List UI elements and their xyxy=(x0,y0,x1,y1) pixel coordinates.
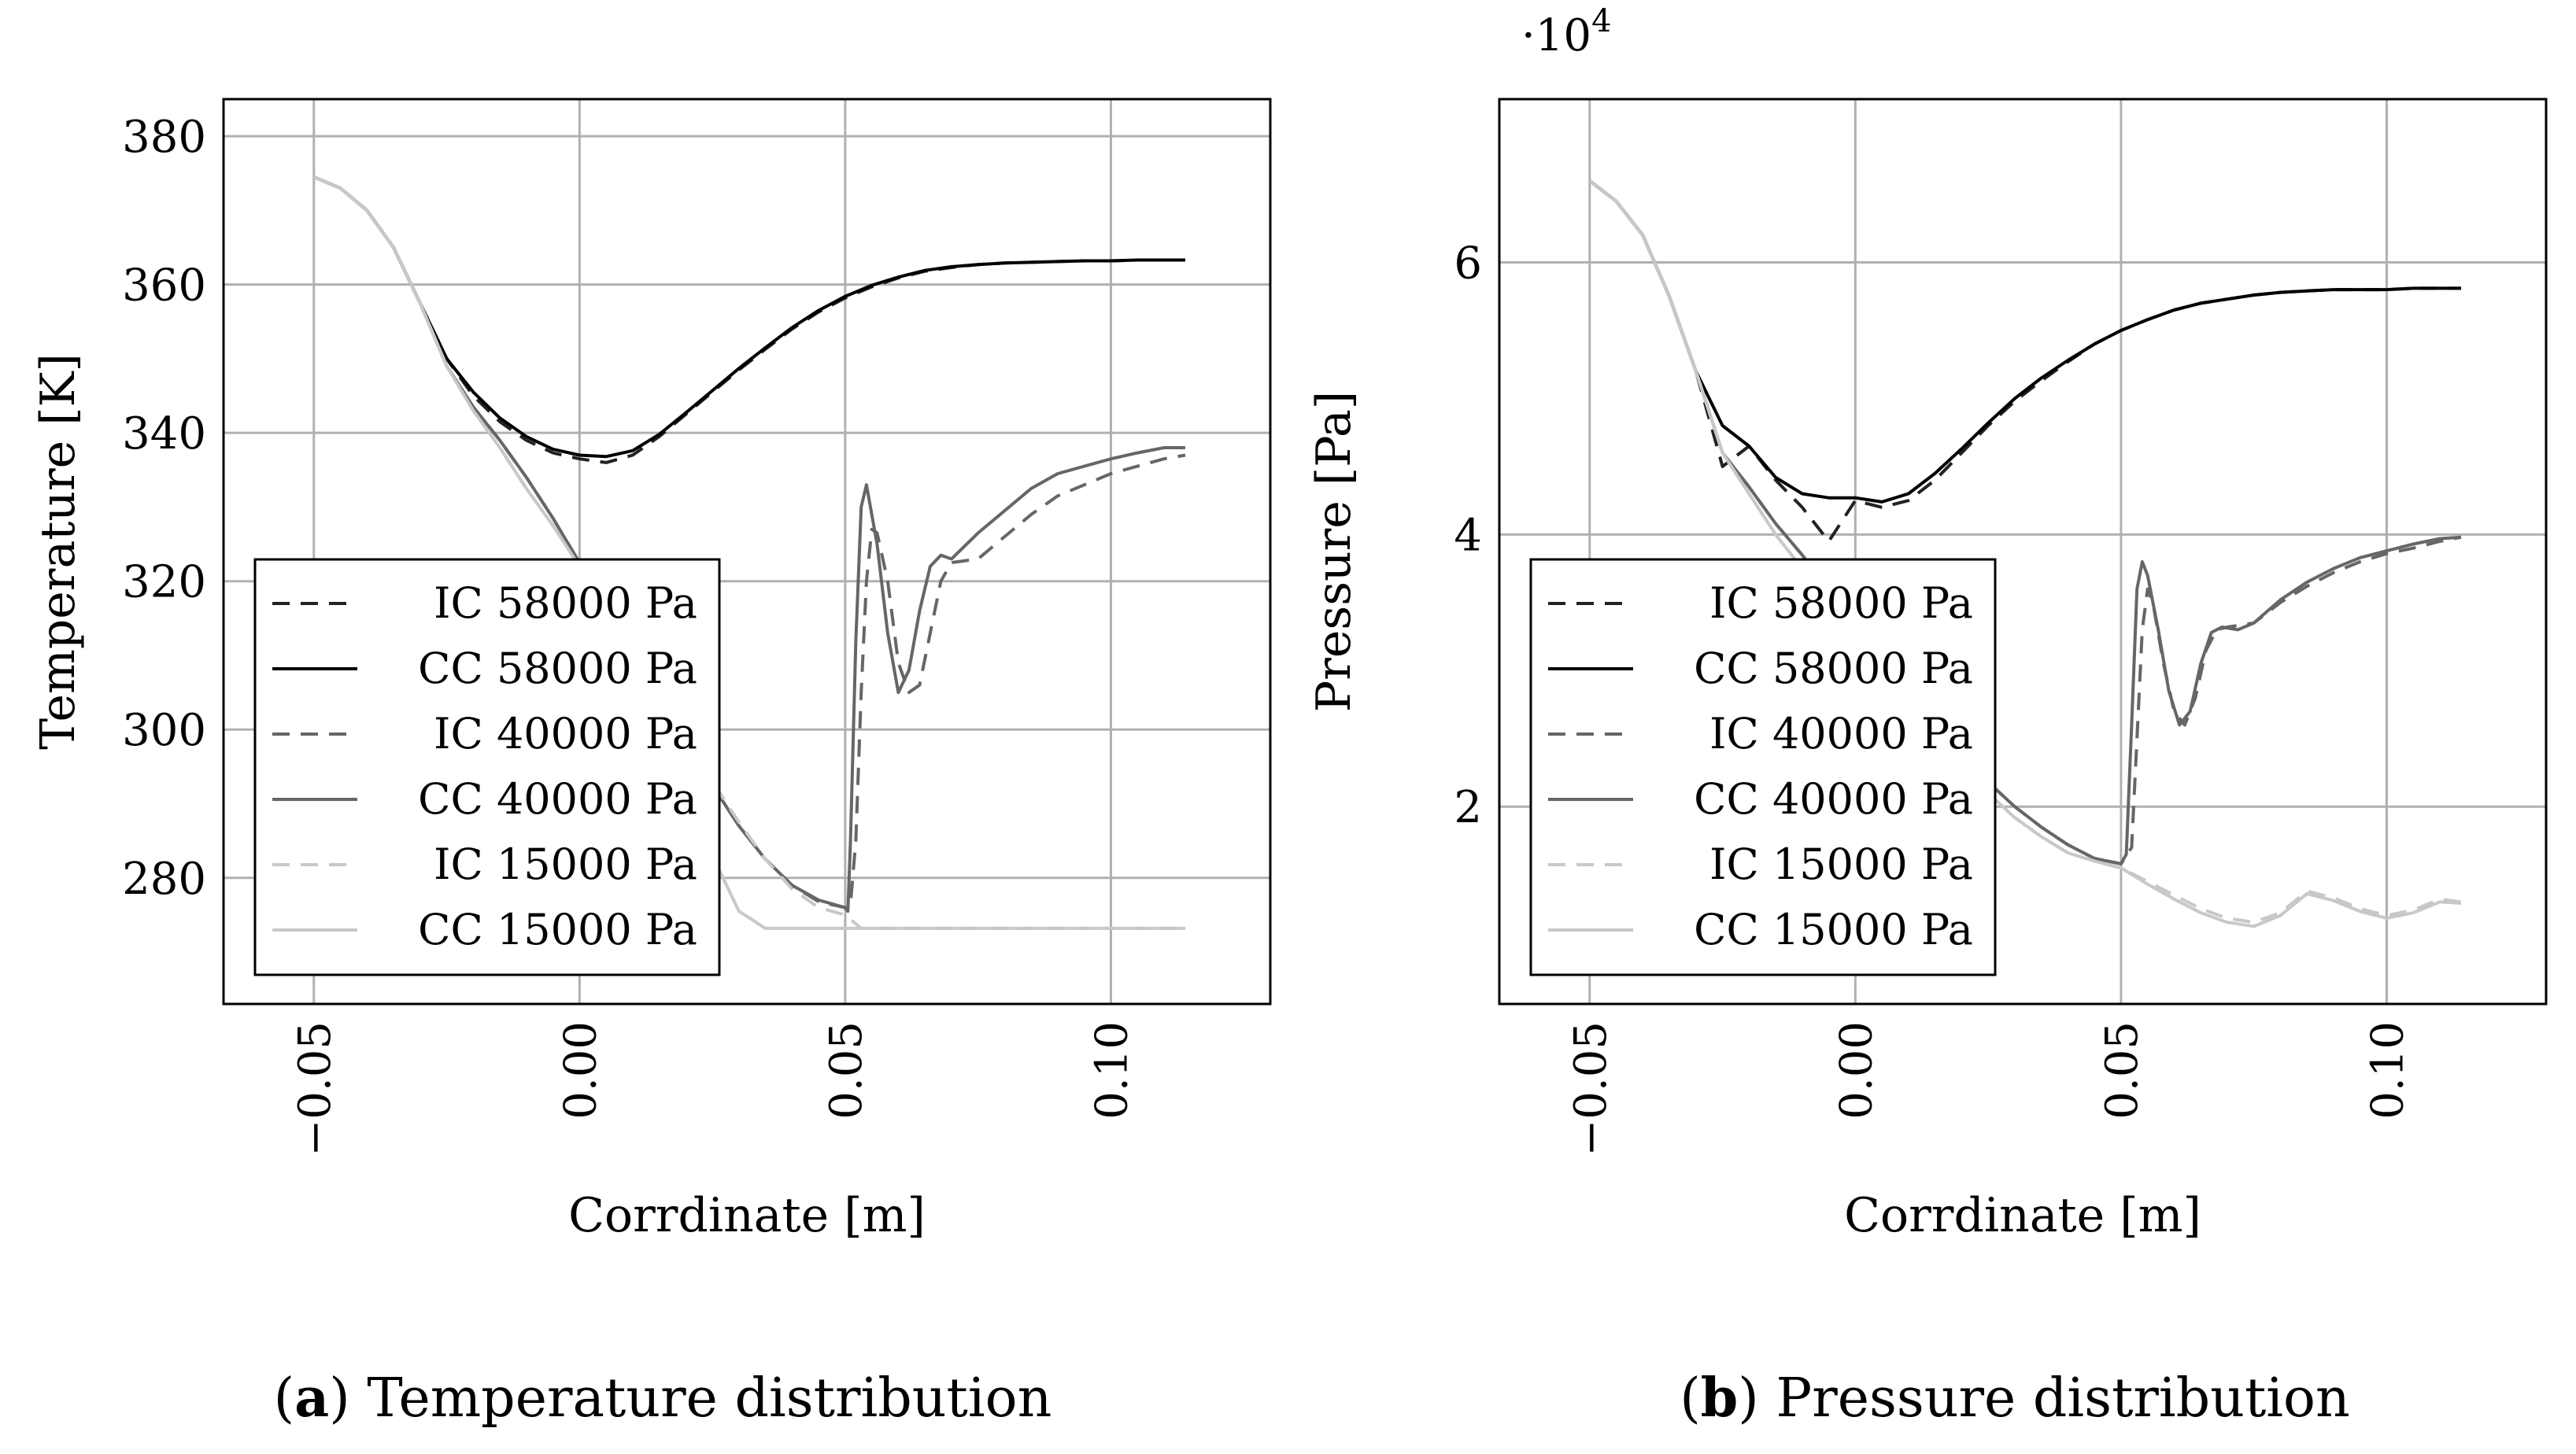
caption-text: Temperature distribution xyxy=(367,1367,1051,1430)
series-line-1 xyxy=(313,175,1185,464)
caption: (b) Pressure distribution xyxy=(1680,1367,2350,1430)
x-tick-label: 0.05 xyxy=(821,1021,872,1120)
legend-label: CC 58000 Pa xyxy=(418,644,697,693)
series-line-6 xyxy=(1588,179,2462,928)
legend-label: CC 40000 Pa xyxy=(1694,774,1973,824)
y-tick-labels: 280 300 320 340 360 380 xyxy=(122,112,206,905)
legend-label: IC 40000 Pa xyxy=(1709,709,1973,758)
legend-label: IC 15000 Pa xyxy=(1709,840,1973,889)
y-axis-label: Pressure [Pa] xyxy=(1306,391,1362,712)
y-tick-label: 340 xyxy=(122,408,206,459)
legend-label: IC 15000 Pa xyxy=(434,840,697,889)
legend-label: IC 58000 Pa xyxy=(434,578,697,628)
plot-frame xyxy=(222,98,1272,1006)
series-lines xyxy=(1588,179,2462,928)
x-tick-labels: −0.05 0.00 0.05 0.10 xyxy=(1565,1021,2414,1157)
pressure-chart: 2 4 6 −0.05 0.00 0.05 0.10 Pressure [Pa] Corr… xyxy=(1306,3,2548,1430)
legend-box xyxy=(253,558,721,976)
series-line-2 xyxy=(313,175,1185,459)
x-tick-label: 0.00 xyxy=(555,1021,606,1120)
caption: (a) Temperature distribution xyxy=(274,1367,1052,1430)
y-tick-label: 360 xyxy=(122,260,206,312)
legend-label: CC 15000 Pa xyxy=(1694,905,1973,954)
caption-letter: b xyxy=(1701,1367,1739,1430)
legend-box xyxy=(1529,558,1997,976)
temperature-chart: 280 300 320 340 360 380 −0.05 0.00 0.05 0.10 Tem… xyxy=(31,98,1272,1430)
series-line-1 xyxy=(1588,179,2461,543)
series-line-3 xyxy=(1588,179,2462,865)
legend: IC 58000 Pa CC 58000 Pa IC 40000 Pa CC 4000… xyxy=(1529,558,1997,976)
y-axis-label: Temperature [K] xyxy=(31,353,86,750)
legend-label: CC 40000 Pa xyxy=(418,774,697,824)
y-tick-labels: 2 4 6 xyxy=(1454,238,1482,834)
x-tick-label: 0.10 xyxy=(1086,1021,1137,1120)
x-tick-label: −0.05 xyxy=(290,1021,341,1157)
y-tick-label: 280 xyxy=(122,854,206,905)
legend: IC 58000 Pa CC 58000 Pa IC 40000 Pa CC 4000… xyxy=(253,558,721,976)
x-axis-label: Corrdinate [m] xyxy=(1844,1188,2201,1243)
x-tick-label: 0.00 xyxy=(1831,1021,1882,1120)
legend-label: IC 58000 Pa xyxy=(1709,578,1973,628)
x-tick-label: −0.05 xyxy=(1565,1021,1617,1157)
y-tick-label: 4 xyxy=(1454,510,1482,561)
legend-label: CC 15000 Pa xyxy=(418,905,697,954)
y-tick-label: 2 xyxy=(1454,782,1482,833)
plot-frame xyxy=(1498,98,2548,1006)
caption-text: Pressure distribution xyxy=(1776,1367,2349,1430)
legend-label: IC 40000 Pa xyxy=(434,709,697,758)
series-line-3 xyxy=(313,175,1186,910)
y-tick-label: 380 xyxy=(122,112,206,163)
x-axis-label: Corrdinate [m] xyxy=(568,1188,926,1243)
y-axis-multiplier: ·104 xyxy=(1521,3,1612,61)
x-tick-label: 0.05 xyxy=(2097,1021,2148,1120)
series-line-2 xyxy=(1588,179,2461,504)
series-line-4 xyxy=(1588,179,2462,865)
x-tick-label: 0.10 xyxy=(2362,1021,2413,1120)
y-tick-label: 320 xyxy=(122,557,206,608)
x-tick-labels: −0.05 0.00 0.05 0.10 xyxy=(290,1021,1138,1157)
legend-label: CC 58000 Pa xyxy=(1694,644,1973,693)
series-line-4 xyxy=(313,175,1185,913)
y-tick-label: 300 xyxy=(122,705,206,756)
caption-letter: a xyxy=(294,1367,329,1430)
y-tick-label: 6 xyxy=(1454,238,1482,290)
